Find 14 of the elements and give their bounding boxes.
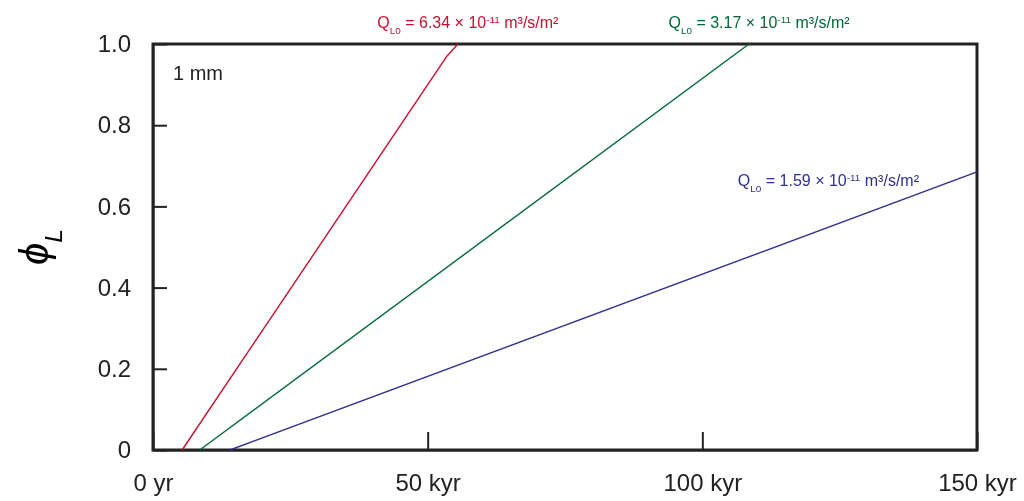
x-tick-label: 50 kyr — [395, 469, 461, 497]
series-label: Q$_{L0}$ = 3.17 × 10$^{-11}$ m³/s/m² — [668, 13, 851, 36]
y-tick-label: 0.8 — [97, 111, 131, 139]
y-tick-label: 0.2 — [97, 354, 131, 382]
annotation: 1 mm — [173, 62, 223, 84]
y-tick-label: 0 — [117, 436, 131, 464]
x-tick-label: 150 kyr — [938, 469, 1017, 497]
y-tick-label: 1.0 — [97, 30, 131, 58]
series-label: Q$_{L0}$ = 1.59 × 10$^{-11}$ m³/s/m² — [737, 171, 920, 194]
y-tick-label: 0.6 — [97, 192, 131, 220]
y-tick-label: 0.4 — [97, 273, 131, 301]
x-tick-label: 100 kyr — [663, 469, 743, 497]
series-label: Q$_{L0}$ = 6.34 × 10$^{-11}$ m³/s/m² — [377, 13, 560, 36]
x-tick-label: 0 yr — [133, 469, 174, 497]
